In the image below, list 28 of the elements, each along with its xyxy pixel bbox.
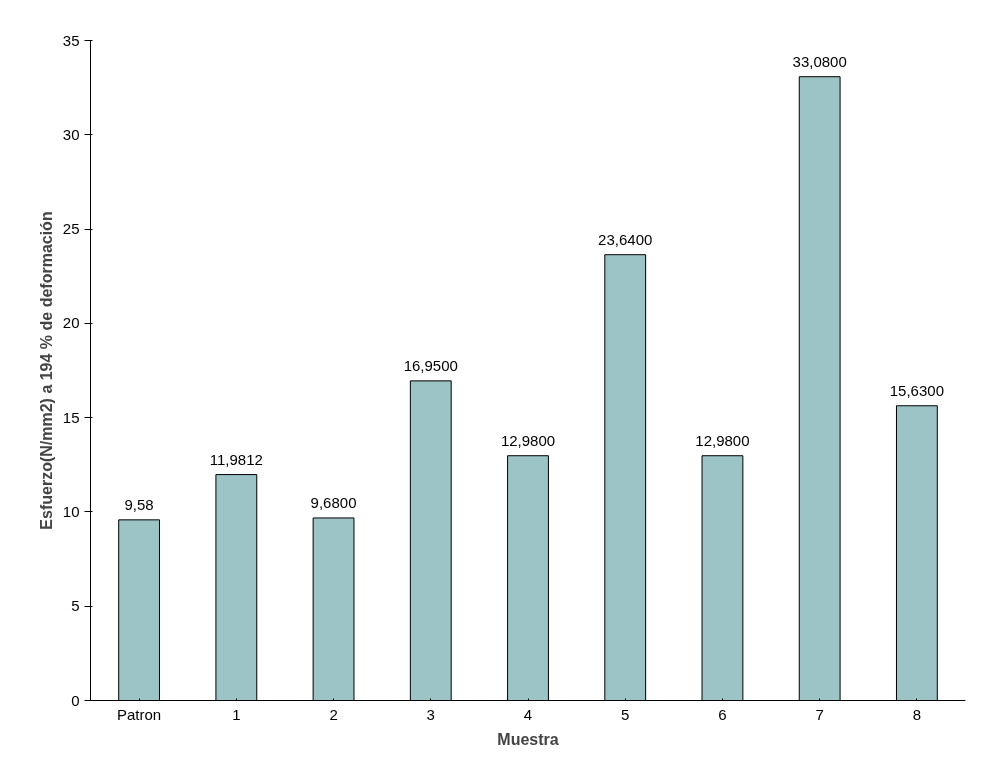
data-label: 12,9800 [695, 431, 750, 449]
data-label: 16,9500 [403, 356, 458, 374]
x-tick-label: Patron [117, 705, 162, 723]
y-axis-title: Esfuerzo(N/mm2) a 194 % de deformación [37, 211, 55, 530]
x-tick-label: 5 [621, 705, 630, 723]
data-label: 23,6400 [598, 230, 653, 248]
data-label: 9,58 [124, 495, 154, 513]
data-label: 11,9812 [209, 450, 263, 468]
y-tick-label: 5 [71, 597, 80, 615]
data-label: 15,6300 [889, 381, 945, 399]
x-tick-label: 1 [232, 705, 241, 723]
data-label: 12,9800 [500, 431, 556, 449]
y-tick-label: 15 [62, 408, 80, 426]
x-tick-label: 7 [815, 705, 824, 723]
y-tick-label: 35 [62, 31, 80, 49]
data-label: 9,6800 [310, 493, 357, 511]
data-label: 33,0800 [792, 52, 847, 70]
y-tick-label: 25 [62, 220, 80, 238]
x-tick-label: 4 [523, 705, 533, 723]
x-tick-label: 2 [329, 705, 338, 723]
x-tick-label: 3 [426, 705, 435, 723]
x-axis-title: Muestra [497, 730, 559, 748]
x-tick-label: 6 [718, 705, 727, 723]
y-tick-label: 10 [62, 502, 80, 520]
x-tick-label: 8 [912, 705, 922, 723]
y-tick-label: 0 [71, 691, 80, 709]
y-tick-label: 20 [62, 314, 80, 332]
y-tick-label: 30 [62, 125, 80, 143]
